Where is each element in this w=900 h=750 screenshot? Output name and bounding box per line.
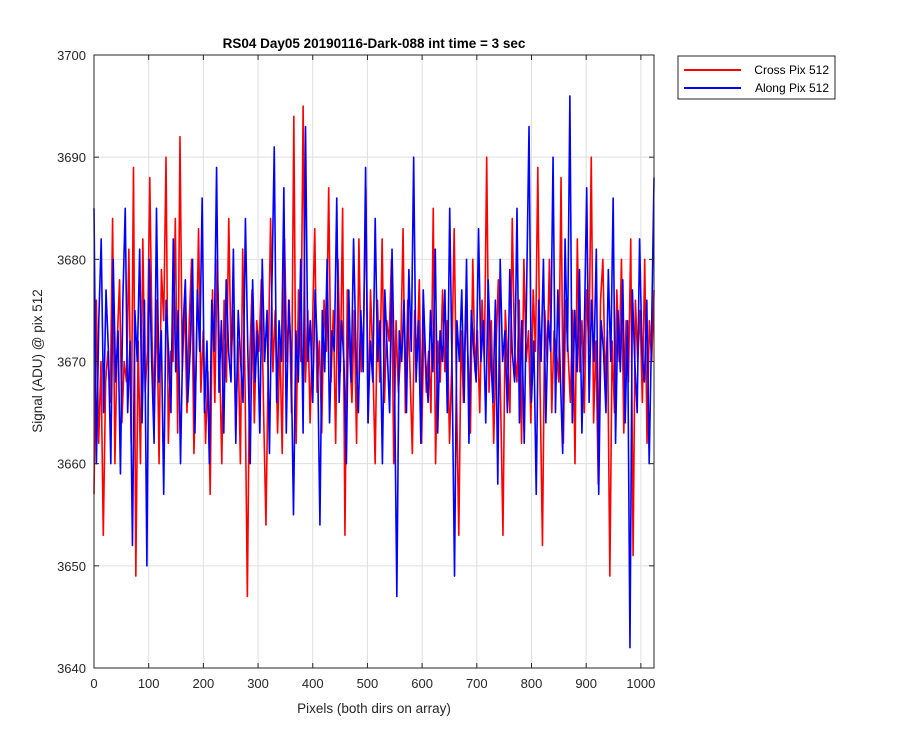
x-axis-label: Pixels (both dirs on array) bbox=[297, 701, 451, 716]
y-tick-label: 3670 bbox=[57, 355, 86, 370]
ticks: 0 100 200 300 400 500 600 700 800 900 1000 3640 3650… bbox=[57, 48, 655, 691]
y-tick-label: 3650 bbox=[57, 559, 86, 574]
y-tick-label: 3660 bbox=[57, 457, 86, 472]
legend-box bbox=[677, 55, 836, 100]
chart-title: RS04 Day05 20190116-Dark-088 int time = … bbox=[223, 36, 526, 51]
x-tick-label: 300 bbox=[247, 676, 269, 691]
x-tick-label: 1000 bbox=[626, 676, 655, 691]
y-tick-label: 3640 bbox=[57, 661, 86, 676]
y-tick-label: 3680 bbox=[57, 252, 86, 267]
x-tick-label: 100 bbox=[138, 676, 160, 691]
y-axis-label: Signal (ADU) @ pix 512 bbox=[30, 289, 45, 433]
y-tick-label: 3690 bbox=[57, 150, 86, 165]
x-tick-label: 800 bbox=[521, 676, 543, 691]
x-tick-label: 700 bbox=[466, 676, 488, 691]
x-tick-label: 400 bbox=[302, 676, 324, 691]
x-tick-label: 500 bbox=[357, 676, 379, 691]
x-tick-label: 200 bbox=[193, 676, 215, 691]
legend: Cross Pix 512 Along Pix 512 bbox=[677, 55, 836, 100]
y-tick-label: 3700 bbox=[57, 48, 86, 63]
series-layer bbox=[93, 95, 655, 649]
series-line-along-pix bbox=[93, 95, 655, 649]
legend-label-cross: Cross Pix 512 bbox=[754, 63, 829, 77]
x-tick-label: 900 bbox=[575, 676, 597, 691]
x-tick-label: 0 bbox=[90, 676, 97, 691]
x-tick-label: 600 bbox=[411, 676, 433, 691]
legend-label-along: Along Pix 512 bbox=[755, 81, 829, 95]
